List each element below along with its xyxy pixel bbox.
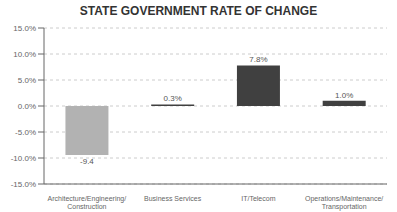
svg-text:Operations/Maintenance/Transpo: Operations/Maintenance/Transportation: [305, 195, 383, 211]
svg-text:-9.4: -9.4: [80, 157, 94, 166]
svg-text:1.0%: 1.0%: [335, 91, 353, 100]
svg-text:Business Services: Business Services: [144, 195, 202, 202]
svg-text:IT/Telecom: IT/Telecom: [241, 195, 275, 202]
svg-text:7.8%: 7.8%: [249, 55, 267, 64]
svg-text:15.0%: 15.0%: [13, 24, 36, 33]
svg-text:10.0%: 10.0%: [13, 50, 36, 59]
html-text:STATE GOVERNMENT RATE OF CHANG: STATE GOVERNMENT RATE OF CHANGE: [79, 4, 318, 18]
svg-text:-5.0%: -5.0%: [15, 128, 36, 137]
svg-text:0.3%: 0.3%: [164, 94, 182, 103]
svg-text:0.0%: 0.0%: [18, 102, 36, 111]
svg-text:Architecture/Engineering/Const: Architecture/Engineering/Construction: [48, 195, 127, 210]
svg-text:-15.0%: -15.0%: [11, 180, 36, 189]
svg-text:5.0%: 5.0%: [18, 76, 36, 85]
svg-text:-10.0%: -10.0%: [11, 154, 36, 163]
